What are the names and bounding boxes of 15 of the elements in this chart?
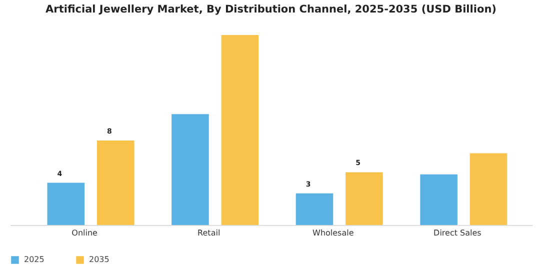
x-tick-label: Direct Sales <box>434 228 482 238</box>
bar <box>420 174 458 225</box>
x-tick-label: Online <box>72 228 98 238</box>
x-tick-label: Retail <box>198 228 220 238</box>
legend-label: 2025 <box>24 255 44 264</box>
bar <box>296 193 334 225</box>
bar <box>172 114 209 225</box>
bar <box>47 182 85 225</box>
bar <box>346 172 383 225</box>
x-tick-label: Wholesale <box>312 228 354 238</box>
chart-title: Artificial Jewellery Market, By Distribution Channel, 2025-2035 (USD Billion) <box>46 4 496 16</box>
bar <box>470 153 508 225</box>
bar <box>97 140 134 225</box>
bar <box>221 35 259 225</box>
legend-label: 2035 <box>89 255 110 264</box>
